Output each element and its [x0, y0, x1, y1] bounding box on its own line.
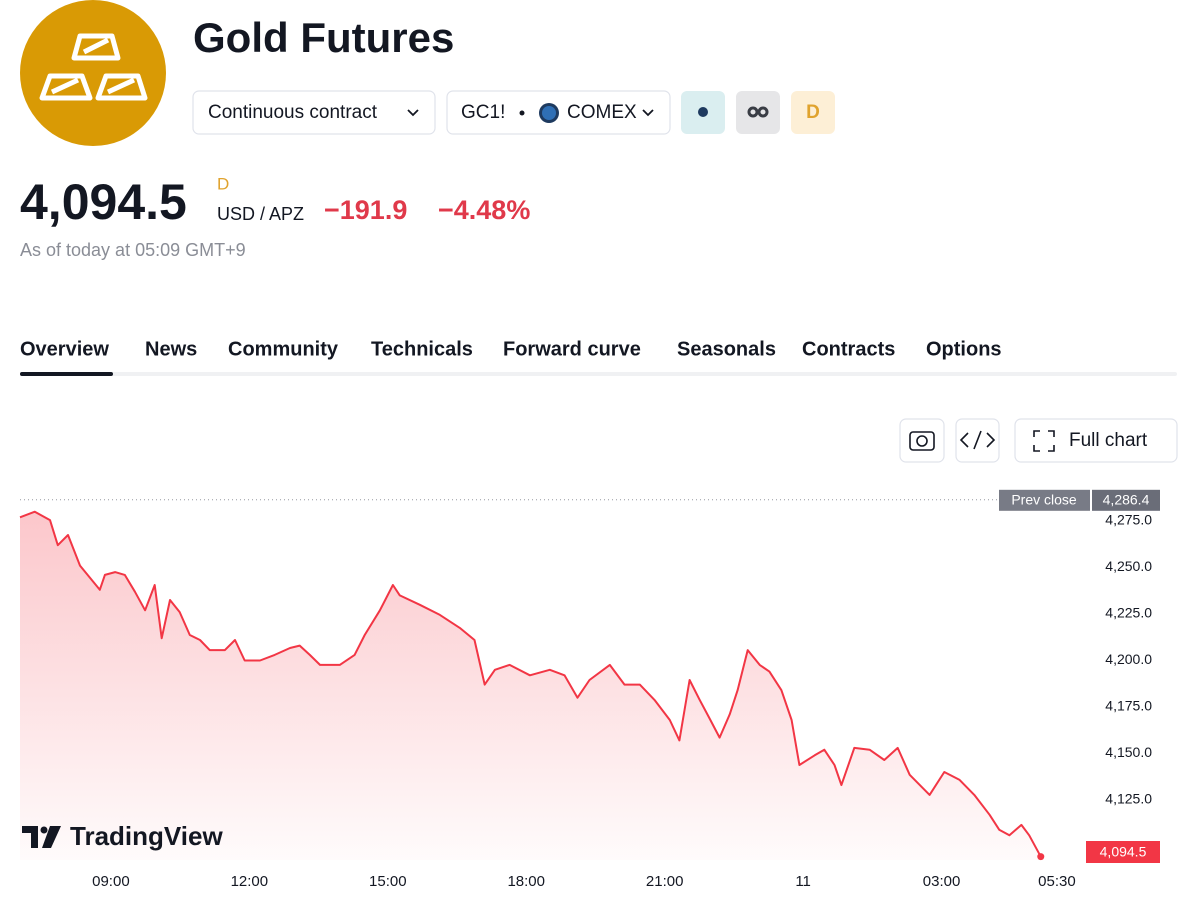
- y-tick-label: 4,200.0: [1105, 651, 1152, 667]
- watermark-logo: [22, 826, 38, 848]
- full-chart-button[interactable]: Full chart: [1014, 418, 1178, 463]
- prev-close-value: 4,286.4: [1103, 492, 1150, 508]
- separator-dot: [519, 110, 525, 116]
- snapshot-button[interactable]: [899, 418, 945, 463]
- y-tick-label: 4,150.0: [1105, 744, 1152, 760]
- badge-label[interactable]: D: [806, 102, 820, 123]
- symbol-dropdown[interactable]: GC1! COMEX: [446, 90, 671, 135]
- exchange-icon-inner: [542, 106, 556, 120]
- price-tag-label: 4,094.5: [1100, 844, 1147, 860]
- exchange[interactable]: COMEX: [567, 102, 637, 123]
- y-tick-label: 4,225.0: [1105, 605, 1152, 621]
- title: Gold Futures: [193, 14, 454, 61]
- currency: USD / APZ: [217, 204, 304, 224]
- tab-active-underline: [20, 372, 113, 376]
- tab[interactable]: Technicals: [371, 338, 473, 360]
- x-tick-label: 15:00: [369, 873, 407, 890]
- tab[interactable]: Seasonals: [677, 338, 776, 360]
- link-badge[interactable]: [736, 91, 780, 134]
- prev-close-value-tag: [1092, 489, 1160, 511]
- full-chart-label[interactable]: Full chart: [1069, 430, 1148, 451]
- x-tick-label: 11: [795, 873, 811, 890]
- x-tick-label: 09:00: [92, 873, 130, 890]
- link-icon: [757, 106, 769, 118]
- x-tick-label: 05:30: [1038, 873, 1076, 890]
- tab[interactable]: Community: [228, 338, 339, 360]
- change-percent: −4.48%: [438, 195, 530, 225]
- area: [20, 511, 1041, 860]
- dropdown-box[interactable]: [192, 90, 436, 135]
- price-line: [19, 510, 1042, 858]
- badge-box[interactable]: [791, 91, 835, 134]
- x-tick-label: 03:00: [923, 873, 961, 890]
- tab[interactable]: Forward curve: [503, 338, 641, 360]
- as-of: As of today at 05:09 GMT+9: [20, 240, 246, 260]
- watermark-text: TradingView: [70, 821, 223, 851]
- delay-badge[interactable]: D: [791, 91, 835, 134]
- x-tick-label: 21:00: [646, 873, 684, 890]
- chevron: [407, 109, 419, 117]
- chart: 4,125.0 4,150.0 4,175.0 4,200.0 4,225.0 4,250…: [19, 489, 1160, 890]
- logo: [20, 0, 166, 146]
- camera-lens: [916, 435, 928, 447]
- y-tick-label: 4,125.0: [1105, 791, 1152, 807]
- price: 4,094.5: [20, 174, 187, 230]
- link-icon: [747, 106, 759, 118]
- symbol[interactable]: GC1!: [461, 102, 505, 123]
- watermark-logo: [40, 826, 48, 834]
- chevron: [642, 109, 654, 117]
- y-tick-label: 4,175.0: [1105, 698, 1152, 714]
- code-icon: [959, 430, 996, 450]
- y-tick-label: 4,250.0: [1105, 558, 1152, 574]
- embed-button[interactable]: [955, 418, 1000, 463]
- watermark: TradingView: [22, 821, 223, 851]
- x-tick-label: 18:00: [507, 873, 545, 890]
- contract-label[interactable]: Continuous contract: [208, 102, 378, 123]
- prev-close-name: Prev close: [1011, 492, 1077, 508]
- y-tick-label: 4,275.0: [1105, 512, 1152, 528]
- x-tick-label: 12:00: [231, 873, 269, 890]
- tab[interactable]: Contracts: [802, 338, 895, 360]
- contract-dropdown[interactable]: Continuous contract: [192, 90, 436, 135]
- tabs: Overview News Community Technicals Forward c…: [20, 338, 1002, 360]
- change: −191.9: [324, 195, 407, 225]
- button-box[interactable]: [899, 418, 945, 463]
- tab-track: [20, 372, 1177, 376]
- tab[interactable]: Options: [926, 338, 1002, 360]
- status-badge[interactable]: [681, 91, 725, 134]
- price-flag: D: [217, 174, 229, 193]
- tab[interactable]: Overview: [20, 338, 109, 360]
- badge-dot: [698, 107, 708, 117]
- expand-icon: [1033, 430, 1055, 452]
- tab[interactable]: News: [145, 338, 197, 360]
- price-tag: [1086, 841, 1160, 863]
- watermark-logo: [42, 826, 61, 848]
- camera-icon: [909, 431, 935, 451]
- button-box[interactable]: [1014, 418, 1178, 463]
- last-point: [1037, 853, 1045, 861]
- prev-close-tag: [999, 489, 1090, 511]
